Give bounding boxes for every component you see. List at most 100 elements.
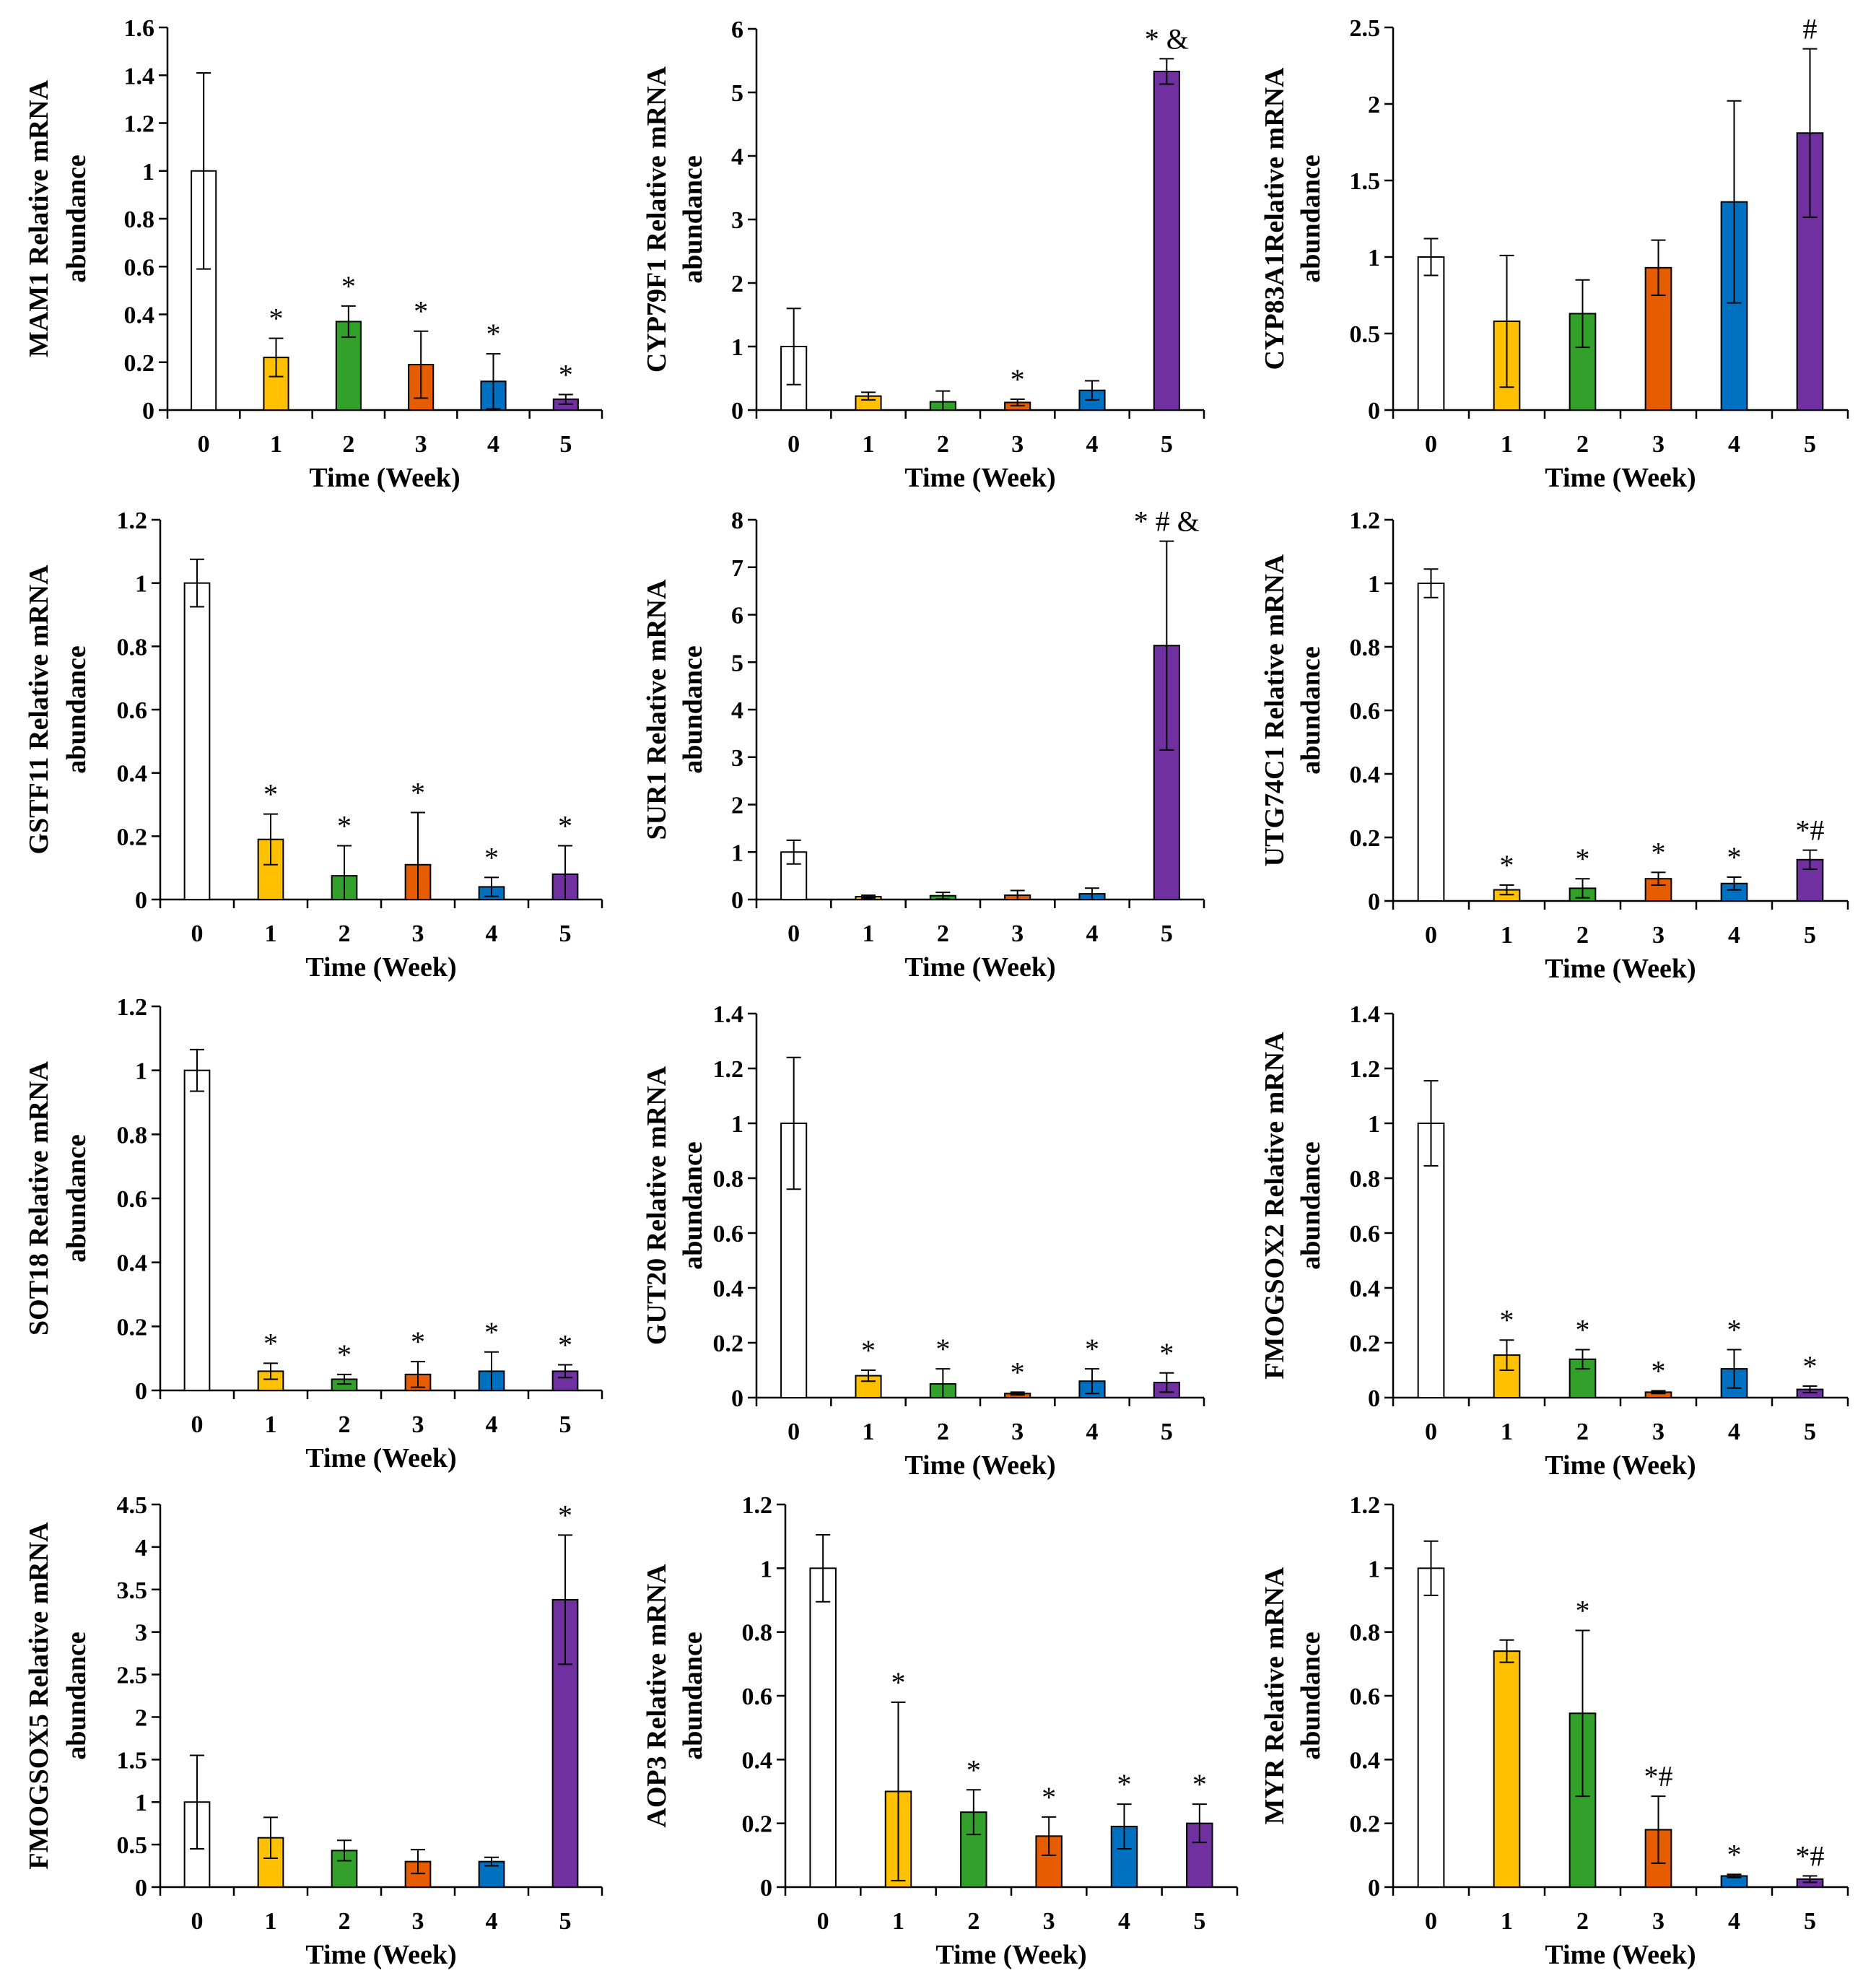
x-tick-label: 2 [339, 1411, 351, 1438]
y-tick-label: 0 [1368, 398, 1380, 424]
y-tick-label: 0.6 [1350, 1221, 1381, 1247]
y-axis-label: abundance [1296, 646, 1326, 774]
significance-mark: * [1011, 363, 1025, 396]
x-tick-label: 5 [1804, 922, 1816, 949]
y-tick-label: 1 [1368, 1556, 1380, 1582]
chart-panel-12: 0 0.2 0.4 0.6 0.8 1 1.2 0 1 2 * 3 *# 4 * 5 *# Time (Week)… [1260, 1492, 1849, 1970]
significance-mark: * # & [1134, 505, 1200, 538]
x-tick-label: 4 [1086, 1419, 1099, 1445]
y-tick-label: 1.2 [117, 508, 148, 534]
y-axis-label: abundance [1296, 154, 1326, 282]
x-axis-label: Time (Week) [1545, 1450, 1696, 1481]
x-tick-label: 5 [1804, 1908, 1816, 1935]
y-tick-label: 1 [1368, 245, 1380, 271]
x-axis-label: Time (Week) [1545, 463, 1696, 493]
y-tick-label: 0.8 [117, 634, 148, 661]
y-tick-label: 1.4 [124, 63, 155, 90]
significance-mark: * [411, 776, 425, 809]
chart-panel-9: 0 0.2 0.4 0.6 0.8 1 1.2 1.4 0 1 * 2 * 3 * 4 * 5 * Time (Wee… [1260, 1001, 1849, 1481]
y-tick-label: 1.2 [713, 1056, 744, 1083]
y-axis-label: abundance [61, 1632, 92, 1759]
y-tick-label: 0.8 [713, 1166, 744, 1193]
x-tick-label: 1 [863, 1419, 875, 1445]
significance-mark: * [1085, 1333, 1099, 1365]
significance-mark: * [558, 1329, 572, 1362]
chart-panel-1: 0 0.2 0.4 0.6 0.8 1 1.2 1.4 1.6 0 1 * 2 * 3 * 4 * 5 * Time (… [24, 15, 603, 493]
y-tick-label: 0 [135, 887, 147, 914]
significance-mark: * [1727, 1838, 1742, 1870]
y-tick-label: 0.8 [1350, 635, 1381, 661]
significance-mark: * [1117, 1768, 1132, 1800]
y-tick-label: 0.4 [124, 302, 155, 329]
significance-mark: * [341, 270, 356, 302]
y-axis-label: FMOGSOX2 Relative mRNA [1260, 1032, 1290, 1380]
x-tick-label: 2 [967, 1908, 980, 1935]
x-tick-label: 4 [486, 1908, 498, 1935]
y-tick-label: 2 [731, 793, 743, 819]
chart-panel-4: 0 0.2 0.4 0.6 0.8 1 1.2 0 1 * 2 * 3 * 4 * 5 * Time (Week) G… [24, 508, 603, 983]
y-tick-label: 3 [731, 207, 743, 234]
x-axis-label: Time (Week) [1545, 1940, 1696, 1970]
y-tick-label: 6 [731, 17, 743, 43]
x-tick-label: 4 [1728, 922, 1740, 949]
y-axis-label: GSTF11 Relative mRNA [24, 565, 54, 855]
significance-mark: * [1727, 841, 1742, 874]
significance-mark: * [484, 1316, 499, 1349]
y-tick-label: 1.2 [117, 994, 148, 1021]
y-axis-label: UTG74C1 Relative mRNA [1260, 554, 1290, 866]
x-tick-label: 0 [191, 1411, 204, 1438]
x-tick-label: 3 [415, 431, 427, 458]
y-axis-label: AOP3 Relative mRNA [642, 1564, 672, 1828]
y-tick-label: 1.6 [124, 15, 155, 42]
y-tick-label: 1.2 [742, 1492, 773, 1519]
x-tick-label: 1 [270, 431, 282, 458]
bar-week-0 [183, 582, 211, 901]
y-tick-label: 0.6 [713, 1221, 744, 1247]
y-tick-label: 0 [135, 1875, 147, 1902]
x-tick-label: 3 [412, 1411, 424, 1438]
y-axis-label: abundance [61, 154, 92, 282]
y-tick-label: 1.2 [1350, 1056, 1381, 1083]
x-tick-label: 3 [1652, 922, 1665, 949]
significance-mark: * [411, 1325, 425, 1358]
x-tick-label: 4 [1728, 431, 1740, 458]
y-tick-label: 1 [731, 334, 743, 361]
y-tick-label: 4 [135, 1535, 147, 1562]
y-tick-label: 1 [142, 159, 154, 186]
y-tick-label: 0.6 [1350, 1684, 1381, 1710]
x-tick-label: 0 [1425, 1419, 1437, 1445]
y-tick-label: 0.2 [124, 350, 155, 377]
chart-panel-7: 0 0.2 0.4 0.6 0.8 1 1.2 0 1 * 2 * 3 * 4 * 5 * Time (Week) S… [24, 994, 603, 1473]
significance-mark: * [414, 295, 428, 328]
x-tick-label: 3 [1043, 1908, 1055, 1935]
significance-mark: * [1042, 1781, 1056, 1813]
y-tick-label: 0.8 [1350, 1166, 1381, 1193]
x-tick-label: 1 [863, 431, 875, 458]
x-tick-label: 3 [412, 920, 424, 947]
x-tick-label: 0 [817, 1908, 829, 1935]
x-tick-label: 1 [1501, 431, 1513, 458]
y-tick-label: 0.4 [713, 1276, 744, 1302]
x-tick-label: 1 [1501, 1419, 1513, 1445]
x-tick-label: 2 [937, 431, 949, 458]
y-tick-label: 1 [760, 1556, 772, 1582]
y-tick-label: 0.4 [742, 1747, 773, 1774]
significance-mark: * [484, 841, 499, 874]
significance-mark: * [935, 1333, 950, 1365]
significance-mark: * [558, 809, 572, 842]
significance-mark: * [861, 1334, 876, 1367]
y-tick-label: 3 [135, 1620, 147, 1647]
y-axis-label: abundance [678, 645, 708, 773]
y-tick-label: 0 [1368, 889, 1380, 915]
x-tick-label: 1 [265, 920, 277, 947]
y-tick-label: 0.2 [1350, 825, 1381, 852]
x-tick-label: 4 [1728, 1908, 1740, 1935]
y-tick-label: 0.8 [1350, 1620, 1381, 1647]
y-tick-label: 0.5 [1350, 321, 1381, 348]
significance-mark: * [1159, 1337, 1174, 1369]
y-tick-label: 1 [135, 1790, 147, 1816]
y-tick-label: 0.2 [1350, 1811, 1381, 1838]
x-tick-label: 3 [1652, 431, 1665, 458]
y-tick-label: 0.2 [1350, 1330, 1381, 1357]
x-tick-label: 0 [788, 431, 800, 458]
